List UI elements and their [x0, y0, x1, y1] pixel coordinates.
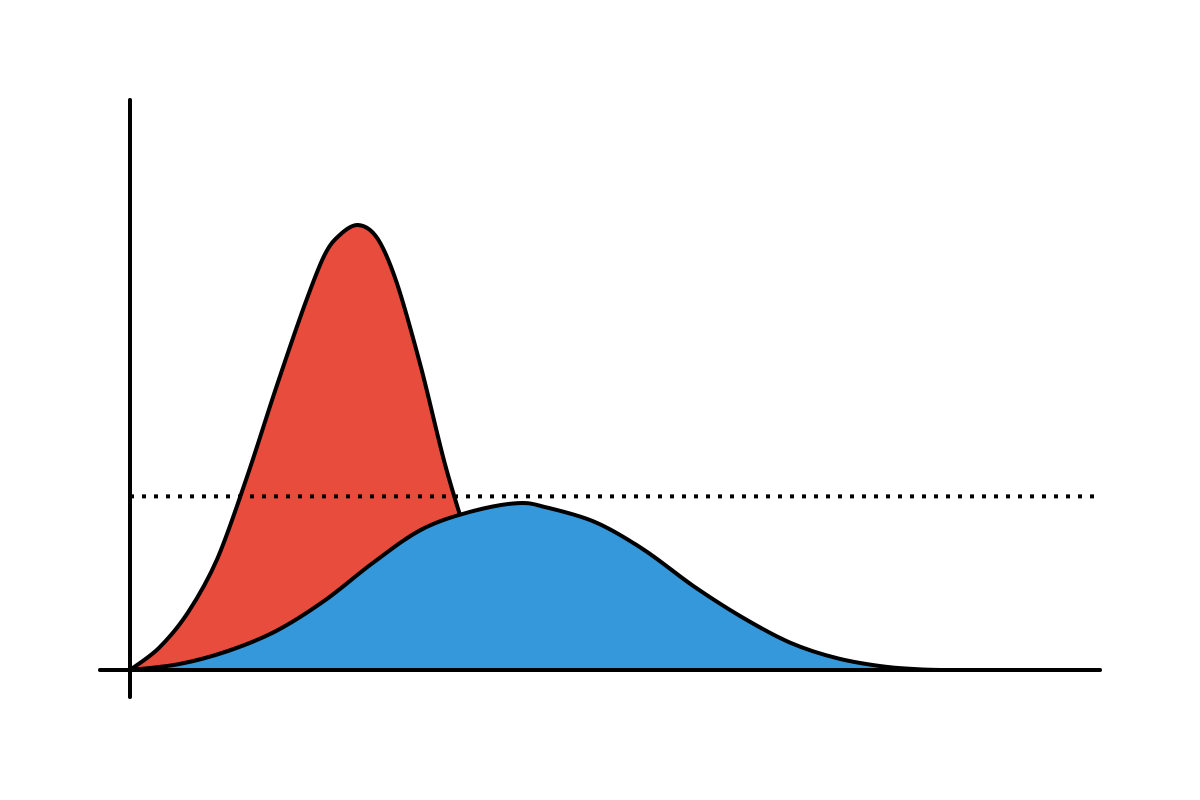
plot-area [128, 223, 1100, 672]
series-2-outline [128, 500, 957, 672]
series-2-area [130, 502, 955, 670]
